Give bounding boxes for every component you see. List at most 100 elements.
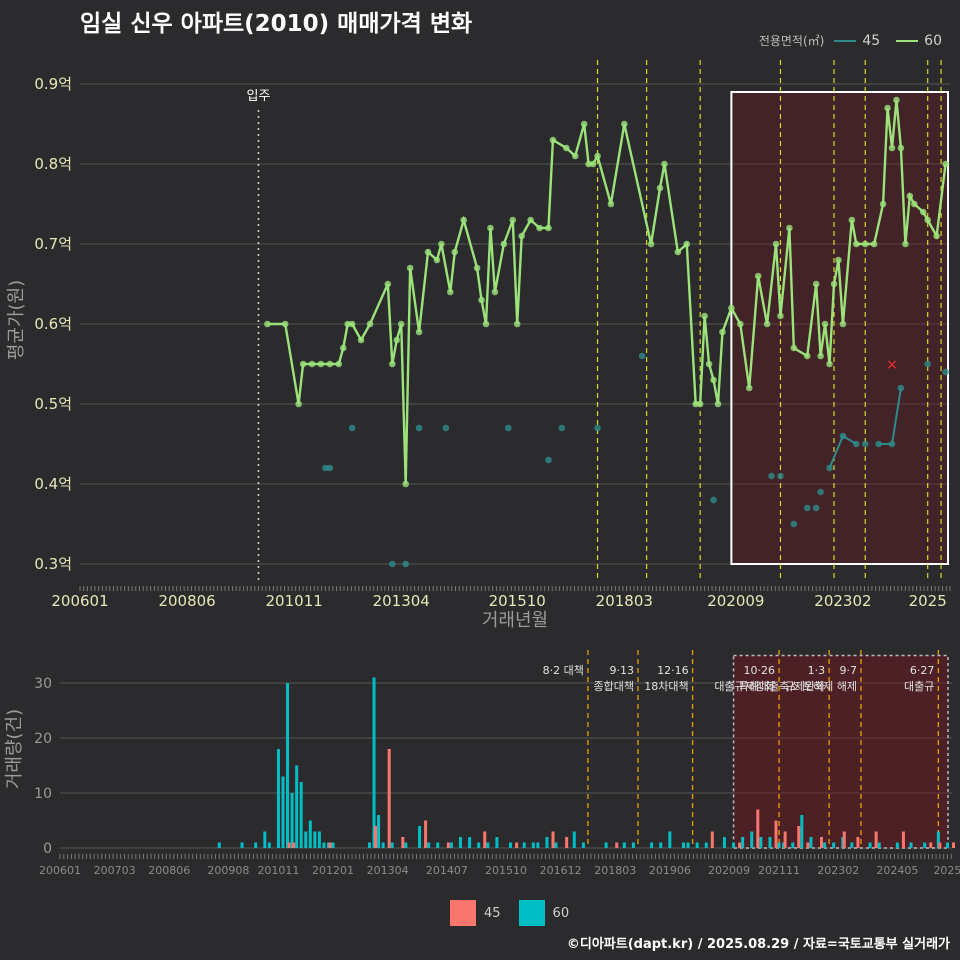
- volume-bar-60: [850, 842, 854, 848]
- volume-x-tick-label: 201612: [540, 864, 582, 877]
- data-point-60: [326, 360, 334, 368]
- data-point-60: [621, 120, 628, 128]
- bar-legend-swatch-45: [450, 900, 476, 926]
- volume-bar-45: [756, 809, 760, 848]
- volume-bar-60: [299, 782, 303, 848]
- price-x-tick-label: 202302: [814, 592, 871, 610]
- data-point-60: [902, 240, 909, 248]
- data-point-60: [714, 400, 722, 408]
- volume-bar-45: [565, 837, 569, 848]
- data-point-60: [647, 240, 655, 248]
- policy-label: 12·16: [657, 664, 689, 677]
- volume-chart: 0 10 20 30 8·2 대책 9·13 종합대책 12·16 18차대책 10·26 대출규제…: [4, 650, 960, 877]
- data-point-60: [719, 328, 726, 336]
- data-point-60: [264, 320, 271, 328]
- volume-bar-45: [387, 749, 391, 848]
- price-x-tick-label: 201304: [373, 592, 430, 610]
- data-point-60: [339, 344, 347, 352]
- volume-bar-60: [263, 831, 267, 848]
- data-point-45: [638, 352, 646, 360]
- volume-bar-45: [856, 837, 860, 848]
- data-point-60: [563, 144, 570, 152]
- volume-bar-60: [554, 842, 558, 848]
- data-point-60: [870, 240, 878, 248]
- volume-bar-60: [367, 842, 371, 848]
- data-point-60: [919, 208, 927, 216]
- policy-label: 9·13: [609, 664, 634, 677]
- data-point-60: [513, 320, 521, 328]
- data-point-60: [482, 320, 490, 328]
- volume-bar-45: [820, 837, 824, 848]
- volume-bar-60: [281, 776, 285, 848]
- highlight-box: [730, 91, 950, 565]
- data-point-60: [879, 200, 887, 208]
- data-point-60: [897, 144, 905, 152]
- volume-x-tick-label: 201407: [426, 864, 468, 877]
- data-point-60: [942, 160, 949, 168]
- price-x-tick-label: 200806: [158, 592, 215, 610]
- policy-label: 대출규: [904, 680, 934, 693]
- volume-bar-60: [622, 842, 626, 848]
- data-point-60: [348, 320, 356, 328]
- data-point-60: [772, 240, 780, 248]
- data-point-60: [737, 320, 744, 328]
- volume-bar-60: [741, 837, 745, 848]
- data-point-60: [424, 248, 432, 256]
- price-y-tick-label: 0.4억: [34, 475, 72, 493]
- volume-bar-45: [292, 842, 296, 848]
- data-point-60: [295, 400, 302, 408]
- price-x-tick-label: 2025: [909, 592, 947, 610]
- volume-bar-60: [909, 842, 913, 848]
- volume-bar-45: [797, 826, 801, 848]
- data-point-60: [839, 320, 847, 328]
- data-point-60: [728, 304, 735, 312]
- series-segment-45: [828, 434, 857, 469]
- data-point-60: [571, 152, 579, 160]
- volume-bar-60: [308, 820, 312, 848]
- volume-bar-60: [317, 831, 321, 848]
- policy-label: 특례대출축소 토허제 해제: [739, 679, 857, 693]
- data-point-60: [366, 320, 374, 328]
- data-point-45: [812, 504, 820, 512]
- data-point-60: [683, 240, 691, 248]
- volume-x-tick-label: 202302: [817, 864, 859, 877]
- data-point-45: [924, 360, 931, 368]
- volume-bar-60: [631, 842, 635, 848]
- price-x-tick-label: 202009: [707, 592, 764, 610]
- data-point-60: [607, 200, 615, 208]
- policy-label: 10·26: [744, 664, 776, 677]
- data-point-60: [705, 360, 713, 368]
- data-point-60: [518, 232, 525, 240]
- volume-bar-45: [901, 831, 905, 848]
- volume-highlight-box: [732, 654, 949, 849]
- volume-bar-60: [536, 842, 540, 848]
- volume-bar-60: [945, 842, 949, 848]
- price-y-axis-label: 평균가(원): [6, 280, 27, 360]
- data-point-45: [505, 424, 512, 432]
- data-point-60: [389, 360, 396, 368]
- volume-bar-45: [515, 842, 519, 848]
- data-point-60: [933, 232, 940, 240]
- data-point-45: [768, 472, 775, 480]
- volume-bar-60: [486, 842, 490, 848]
- price-x-tick-label: 201011: [266, 592, 323, 610]
- volume-bar-60: [267, 842, 271, 848]
- volume-bar-60: [276, 749, 280, 848]
- volume-bar-60: [581, 842, 585, 848]
- volume-bar-45: [328, 842, 332, 848]
- volume-x-tick-label: 201201: [312, 864, 354, 877]
- volume-x-tick-label: 202405: [876, 864, 918, 877]
- volume-x-tick-label: 200806: [148, 864, 190, 877]
- data-point-60: [281, 320, 289, 328]
- volume-bar-60: [759, 837, 763, 848]
- volume-x-tick-label: 200703: [94, 864, 136, 877]
- volume-bar-60: [868, 842, 872, 848]
- data-point-45: [389, 560, 396, 568]
- volume-bar-45: [738, 842, 742, 848]
- volume-bar-45: [874, 831, 878, 848]
- price-x-tick-label: 201510: [489, 592, 546, 610]
- volume-bar-45: [929, 842, 933, 848]
- data-point-60: [536, 224, 543, 232]
- volume-bar-60: [545, 837, 549, 848]
- volume-bar-60: [604, 842, 608, 848]
